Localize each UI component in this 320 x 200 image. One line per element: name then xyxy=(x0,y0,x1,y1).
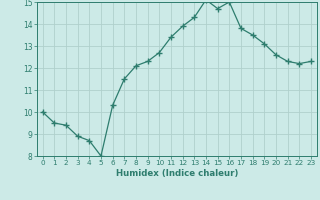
X-axis label: Humidex (Indice chaleur): Humidex (Indice chaleur) xyxy=(116,169,238,178)
